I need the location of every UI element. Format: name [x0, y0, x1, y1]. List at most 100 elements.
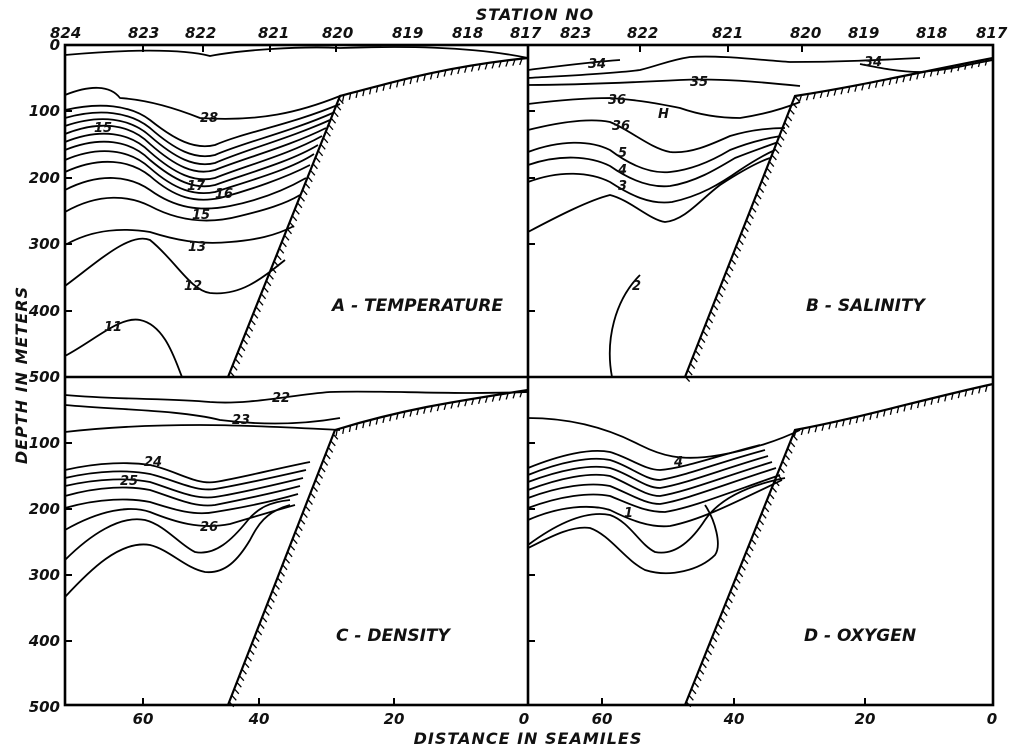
sea-bottom-hatch [284, 557, 291, 564]
contour-label-4: 4 [673, 455, 683, 470]
sea-bottom-hatch [694, 350, 701, 356]
sea-bottom-hatch [302, 189, 308, 196]
isohaline-34-top [527, 55, 921, 79]
oxygen-contour [527, 461, 773, 497]
sea-bottom-hatch [743, 558, 749, 565]
contour-label-28: 28 [200, 111, 218, 126]
sea-bottom-hatch [971, 388, 975, 396]
sea-bottom-hatch [279, 570, 285, 577]
sea-bottom-hatch [776, 473, 783, 480]
sea-bottom-hatch [840, 87, 844, 95]
oxygen-contour-1 [527, 474, 781, 513]
y-axis-title: DEPTH IN METERS [12, 286, 31, 464]
sea-bottom-profiles [226, 56, 994, 708]
sea-bottom-hatch [732, 584, 739, 591]
sea-bottom-hatch [692, 356, 698, 363]
sea-bottom-hatch [701, 662, 707, 669]
sea-bottom-hatch [382, 84, 386, 91]
sea-bottom-hatch [722, 278, 729, 285]
sea-bottom-hatch [292, 538, 298, 545]
station-label: 821 [712, 24, 743, 42]
x-tick-label: 60 [592, 710, 613, 728]
sea-bottom-hatch [950, 65, 954, 73]
isotherm [64, 111, 336, 158]
sea-bottom-hatch [758, 519, 765, 526]
sea-bottom-hatch [312, 163, 318, 170]
sea-bottom-hatch [758, 187, 765, 194]
isopycnal [64, 477, 304, 499]
sea-bottom-hatch [730, 590, 736, 597]
sea-bottom-hatch [429, 405, 433, 413]
sea-bottom-hatch [687, 369, 693, 376]
sea-bottom-hatch [728, 265, 734, 272]
sea-bottom-hatch [252, 312, 259, 319]
y-tick-label: 500 [29, 368, 60, 386]
sea-bottom-hatch [781, 460, 788, 467]
isopycnal-23 [64, 404, 341, 425]
sea-bottom-hatch [794, 95, 800, 102]
sea-bottom-hatch [704, 655, 710, 662]
sea-bottom-hatch [916, 401, 920, 409]
sea-bottom-hatch [332, 433, 339, 440]
y-tick-label: 500 [29, 698, 60, 716]
panel-title-density: C - DENSITY [336, 626, 451, 646]
sea-bottom-hatch [325, 130, 331, 137]
sea-bottom-hatch [283, 234, 290, 241]
isotherm-13 [64, 225, 295, 246]
sea-bottom-hatch [855, 416, 859, 424]
sea-bottom-hatch [798, 94, 803, 102]
sea-bottom-hatch [902, 75, 906, 83]
sea-bottom-hatch [263, 286, 269, 293]
contour-label-23: 23 [232, 413, 250, 428]
sea-bottom-hatch [719, 616, 726, 623]
x-tick-label: 40 [248, 710, 270, 728]
x-ticks-left: 60 40 20 0 [133, 710, 530, 728]
sea-bottom-hatch [294, 208, 300, 215]
contour-label-1: 1 [624, 506, 633, 521]
sea-bottom-hatch [238, 675, 245, 682]
top-axis-title: STATION NO [476, 5, 594, 24]
sea-bottom-hatch [756, 193, 762, 200]
sea-bottom-hatch [233, 688, 240, 695]
sea-bottom-hatch [416, 75, 420, 83]
y-tick-label: 100 [29, 434, 60, 452]
sea-bottom-hatch [763, 174, 770, 180]
isotherm [64, 103, 341, 148]
sea-bottom-hatch [477, 63, 482, 71]
sea-bottom-hatch [276, 577, 283, 584]
contour-label-26: 26 [200, 520, 218, 535]
sea-bottom-hatch [259, 623, 265, 629]
sea-bottom-hatch [888, 78, 892, 86]
sea-bottom-hatch [868, 82, 872, 90]
isotherm-11 [64, 318, 183, 378]
sea-bottom-hatch [327, 446, 334, 453]
sea-bottom-hatch [282, 564, 288, 571]
sea-bottom-hatch [710, 311, 716, 317]
sea-bottom-hatch [251, 642, 258, 649]
sea-bottom-hatch [740, 564, 746, 571]
sea-bottom-hatch [273, 260, 280, 267]
sea-bottom-hatch [315, 156, 321, 163]
sea-bottom-hatch [789, 441, 796, 448]
y-tick-label: 400 [28, 302, 60, 320]
x-tick-label: 40 [723, 710, 745, 728]
oxygen-contour-deep-2 [527, 504, 719, 574]
sea-bottom-hatch [786, 115, 793, 122]
sea-bottom-hatch [773, 148, 780, 154]
top-stations-right: 823 822 821 820 819 818 817 [560, 24, 1008, 42]
sea-bottom-hatch [748, 545, 754, 552]
sea-bottom-hatch [423, 74, 426, 82]
sea-bottom-hatch [333, 111, 339, 118]
sea-bottom-hatch [779, 135, 785, 141]
sea-bottom-hatch [722, 610, 728, 617]
isotherm [64, 118, 331, 166]
sea-bottom-hatch [450, 68, 454, 76]
station-label: 818 [452, 24, 483, 42]
sea-bottom-hatch [355, 423, 359, 431]
station-label: 820 [790, 24, 821, 42]
y-tick-label: 0 [50, 36, 60, 54]
sea-bottom-hatch [724, 603, 731, 610]
station-label: 821 [258, 24, 289, 42]
sea-bottom-hatch [702, 330, 708, 337]
sea-bottom-hatch [957, 391, 961, 399]
